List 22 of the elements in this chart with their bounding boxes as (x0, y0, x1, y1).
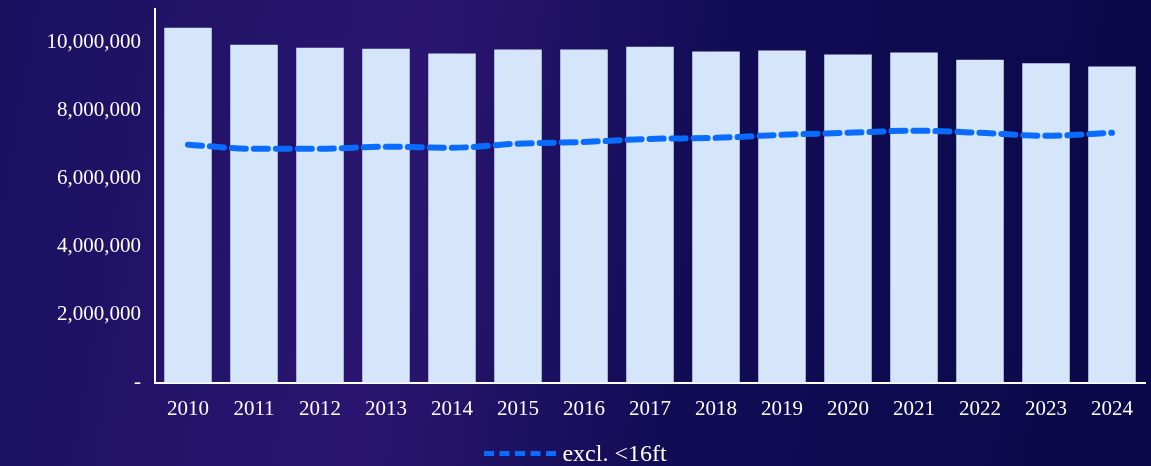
x-tick-label: 2017 (629, 395, 671, 420)
y-tick-label: 2,000,000 (57, 301, 141, 326)
y-tick-label: - (134, 369, 141, 394)
x-tick-label: 2012 (299, 395, 341, 420)
y-tick-label: 10,000,000 (46, 29, 141, 54)
x-tick-label: 2021 (893, 395, 935, 420)
x-tick-label: 2010 (167, 395, 209, 420)
x-tick-label: 2019 (761, 395, 803, 420)
x-tick-label: 2020 (827, 395, 869, 420)
x-tick-label: 2018 (695, 395, 737, 420)
legend-label: excl. <16ft (562, 440, 667, 466)
x-tick-label: 2024 (1091, 395, 1134, 420)
x-tick-label: 2022 (959, 395, 1001, 420)
x-tick-label: 2013 (365, 395, 407, 420)
y-tick-label: 8,000,000 (57, 97, 141, 122)
y-tick-label: 6,000,000 (57, 165, 141, 190)
x-tick-label: 2016 (563, 395, 605, 420)
x-tick-label: 2015 (497, 395, 539, 420)
x-tick-label: 2023 (1025, 395, 1067, 420)
x-tick-label: 2014 (431, 395, 474, 420)
x-tick-label: 2011 (233, 395, 275, 420)
y-tick-label: 4,000,000 (57, 233, 141, 258)
